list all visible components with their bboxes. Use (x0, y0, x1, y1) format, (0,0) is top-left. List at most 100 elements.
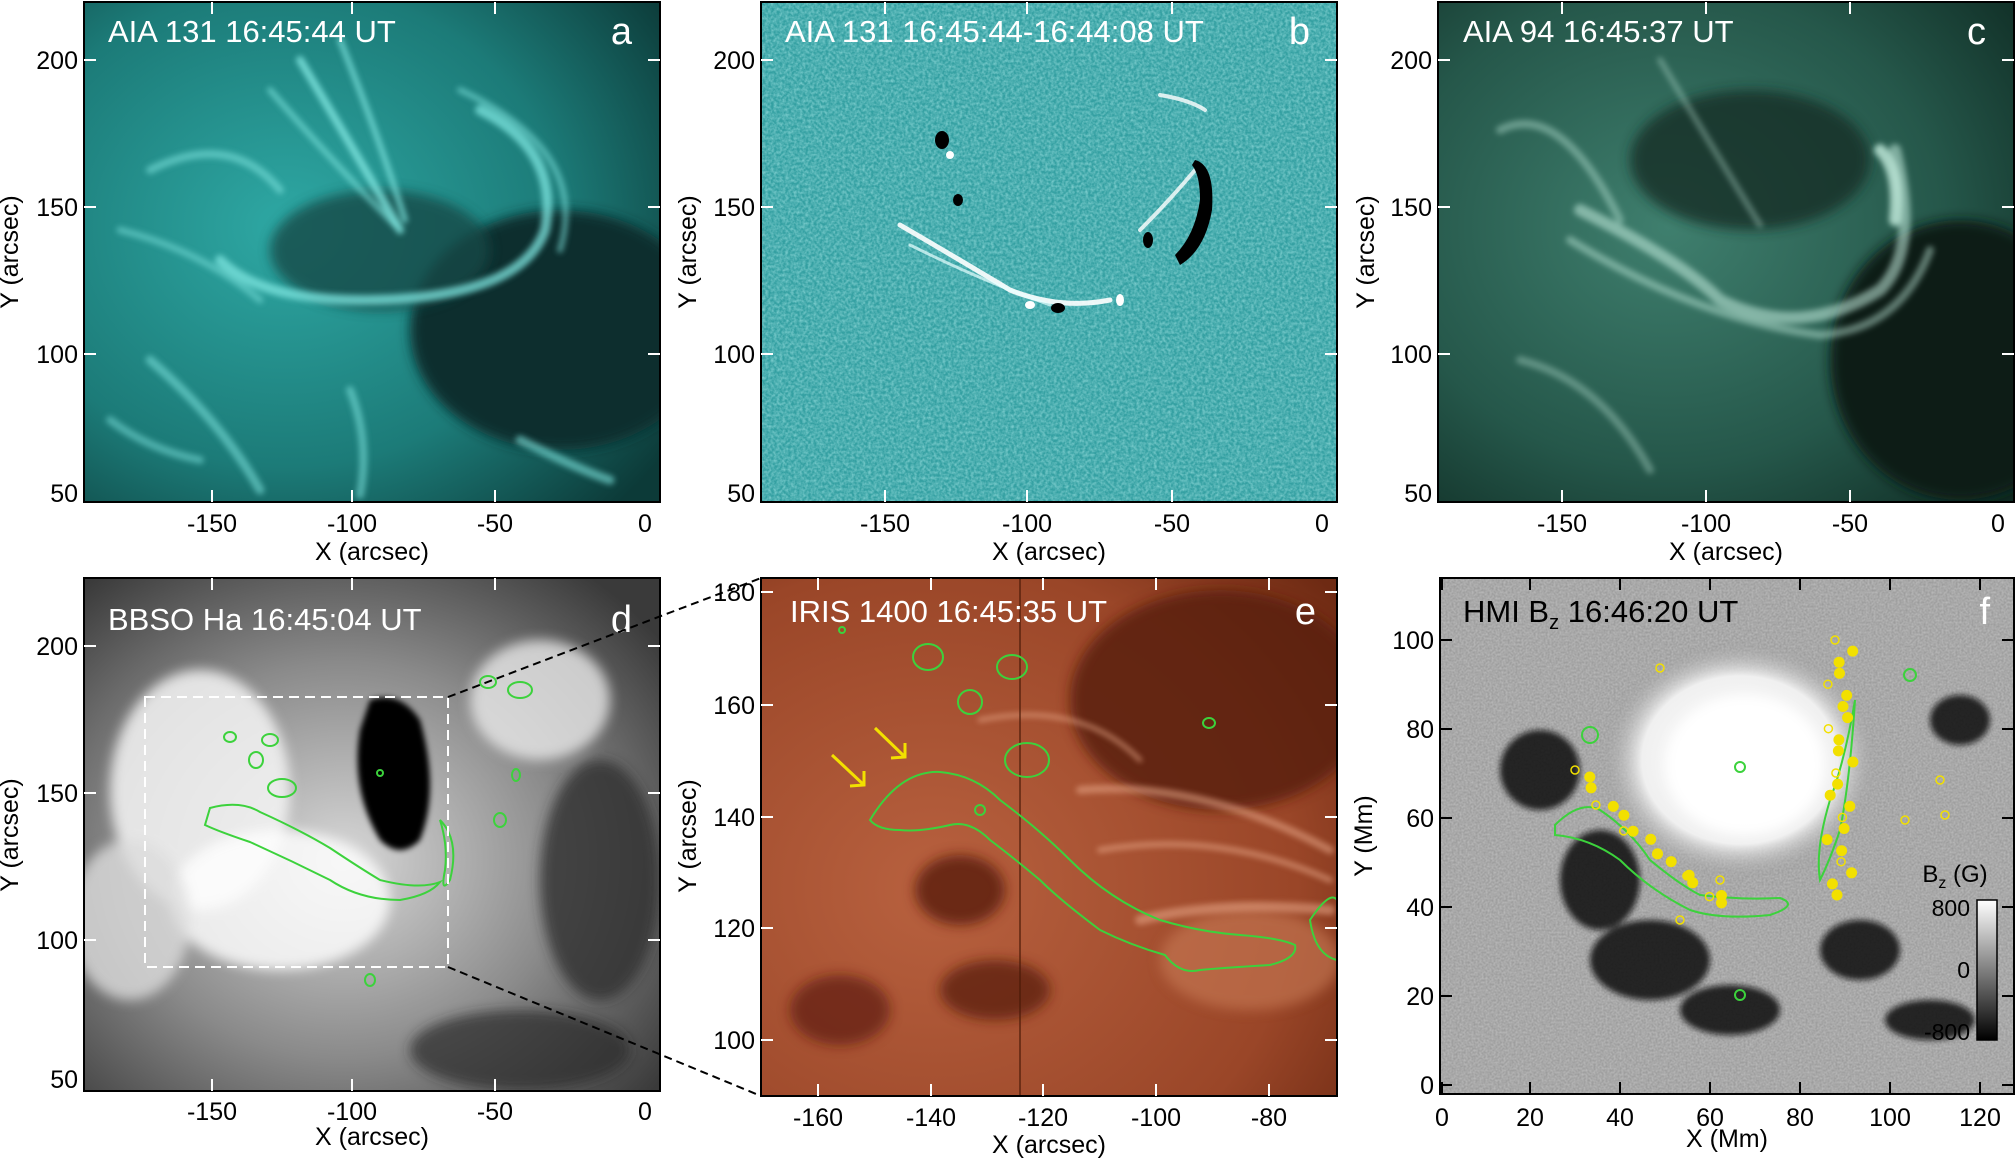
panel-d-xtick: -50 (477, 1098, 513, 1126)
svg-text:Bz (G): Bz (G) (1922, 861, 1987, 892)
colorbar-label-main: B (1922, 861, 1938, 888)
footpoint-marker (1833, 656, 1845, 668)
panel-b-letter: b (1289, 11, 1310, 53)
panel-f-title-main: HMI B (1463, 594, 1549, 629)
panel-f: Bz (G) 800 0 -800 HMI Bz 16:46:20 UT f 0… (1350, 577, 2015, 1153)
panel-d-xtick: 0 (638, 1098, 652, 1126)
panel-e: IRIS 1400 16:45:35 UT e -160 -140 -120 -… (674, 577, 1338, 1158)
footpoint-marker (1831, 889, 1843, 901)
panel-a-letter: a (611, 11, 633, 53)
footpoint-marker (1847, 756, 1859, 768)
panel-f-ylabel: Y (Mm) (1350, 795, 1378, 876)
panel-d-xtick: -100 (327, 1098, 377, 1126)
panel-d: BBSO Ha 16:45:04 UT d -150 -100 -50 0 20… (0, 577, 661, 1151)
panel-d-xlabel: X (arcsec) (315, 1123, 429, 1151)
footpoint-marker (1824, 789, 1836, 801)
panel-a-xtick: -50 (477, 510, 513, 538)
footpoint-marker (1704, 891, 1715, 902)
panel-c-xtick: -50 (1832, 510, 1868, 538)
panel-f-xtick: 0 (1435, 1104, 1449, 1132)
panel-b-ytick: 200 (713, 47, 755, 75)
footpoint-marker (1585, 782, 1597, 794)
panel-c-title: AIA 94 16:45:37 UT (1463, 14, 1734, 49)
panel-a-title: AIA 131 16:45:44 UT (108, 14, 396, 49)
panel-b-title: AIA 131 16:45:44-16:44:08 UT (785, 14, 1204, 49)
footpoint-marker (1591, 800, 1601, 810)
footpoint-marker (1837, 812, 1848, 823)
panel-f-xtick: 100 (1869, 1104, 1911, 1132)
panel-a-xlabel: X (arcsec) (315, 538, 429, 566)
footpoint-marker (1832, 745, 1844, 757)
footpoint-marker (1833, 734, 1845, 746)
panel-f-xtick: 20 (1516, 1104, 1544, 1132)
footpoint-marker (1841, 689, 1853, 701)
panel-d-ytick: 100 (36, 927, 78, 955)
footpoint-marker (1823, 723, 1834, 734)
panel-e-ytick: 180 (713, 579, 755, 607)
footpoint-marker (1838, 823, 1850, 834)
panel-a-ytick: 50 (50, 480, 78, 508)
arrow-icon (830, 726, 907, 788)
panel-b-image (761, 2, 1337, 502)
panel-b-ytick: 100 (713, 341, 755, 369)
footpoint-marker (1847, 645, 1859, 657)
panel-e-image (761, 578, 1337, 1096)
panel-b-xtick: 0 (1315, 510, 1329, 538)
panel-e-ytick: 100 (713, 1027, 755, 1055)
colorbar-label-unit: (G) (1946, 861, 1987, 888)
panel-e-title: IRIS 1400 16:45:35 UT (790, 594, 1107, 629)
panel-d-ylabel: Y (arcsec) (0, 778, 24, 891)
panel-e-xtick: -100 (1131, 1104, 1181, 1132)
panel-f-ytick: 40 (1406, 894, 1434, 922)
footpoint-marker (1715, 875, 1725, 885)
footpoint-marker (1823, 679, 1833, 690)
footpoint-marker (1826, 878, 1838, 890)
panel-c-ytick: 200 (1390, 47, 1432, 75)
panel-b: AIA 131 16:45:44-16:44:08 UT b -150 -100… (674, 1, 1338, 566)
panel-a-ytick: 150 (36, 194, 78, 222)
footpoint-marker (1570, 765, 1580, 775)
panel-c-ytick: 100 (1390, 341, 1432, 369)
panel-d-letter: d (611, 599, 632, 641)
footpoint-marker (1935, 775, 1945, 785)
footpoint-marker (1645, 833, 1657, 845)
panel-e-ytick: 160 (713, 692, 755, 720)
footpoint-marker (1836, 845, 1848, 857)
footpoint-marker (1655, 663, 1665, 673)
footpoint-marker (1836, 856, 1846, 867)
panel-c-image (1438, 2, 2014, 502)
footpoint-marker (1618, 809, 1630, 821)
panel-f-xtick: 40 (1606, 1104, 1634, 1132)
panel-f-xtick: 80 (1786, 1104, 1814, 1132)
panel-b-ylabel: Y (arcsec) (674, 195, 702, 308)
footpoint-marker (1607, 800, 1619, 812)
footpoint-marker (1675, 915, 1685, 925)
panel-f-title-time: 16:46:20 UT (1559, 594, 1738, 629)
panel-f-ytick: 0 (1420, 1072, 1434, 1100)
panel-f-image (1440, 578, 2014, 1094)
panel-a-xtick: -100 (327, 510, 377, 538)
panel-a-ytick: 100 (36, 341, 78, 369)
panel-b-ytick: 150 (713, 194, 755, 222)
panel-e-xtick: -160 (793, 1104, 843, 1132)
panel-f-title-sub: z (1549, 612, 1559, 634)
panel-a: AIA 131 16:45:44 UT a -150 -100 -50 0 20… (0, 1, 661, 566)
panel-e-xtick: -120 (1018, 1104, 1068, 1132)
svg-text:HMI Bz 16:46:20 UT: HMI Bz 16:46:20 UT (1463, 594, 1738, 634)
panel-a-image (84, 2, 660, 502)
panel-f-xtick: 60 (1696, 1104, 1724, 1132)
panel-c-ytick: 150 (1390, 194, 1432, 222)
panel-b-xlabel: X (arcsec) (992, 538, 1106, 566)
colorbar-tick: 0 (1957, 957, 1970, 983)
panel-e-ytick: 140 (713, 804, 755, 832)
footpoint-marker (1837, 701, 1849, 712)
panel-c-ytick: 50 (1404, 480, 1432, 508)
footpoint-markers (1570, 635, 1950, 925)
panel-a-xtick: 0 (638, 510, 652, 538)
panel-d-ytick: 200 (36, 633, 78, 661)
panel-c-xtick: -100 (1681, 510, 1731, 538)
panel-e-letter: e (1295, 591, 1316, 633)
panel-c-xlabel: X (arcsec) (1669, 538, 1783, 566)
panel-e-xtick: -140 (906, 1104, 956, 1132)
